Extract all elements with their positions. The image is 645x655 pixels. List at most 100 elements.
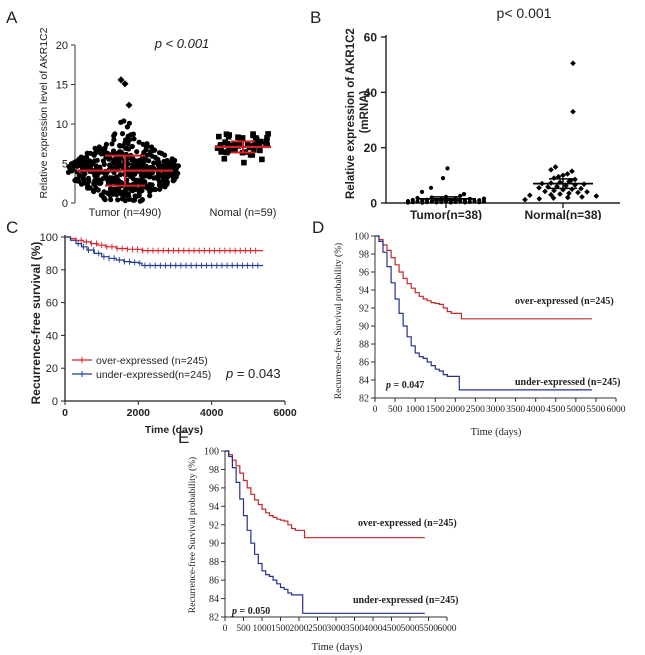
y-tick-label-b: 60 [364, 31, 378, 45]
panel-letter-a: A [6, 8, 18, 27]
y-tick-label-c: 0 [52, 396, 58, 408]
data-point-tumor [146, 158, 152, 164]
data-point-normal [566, 190, 572, 197]
data-point-normal [256, 142, 263, 149]
x-tick-label: 2500 [466, 405, 485, 415]
data-point-tumor [146, 185, 152, 191]
y-tick-label: 96 [209, 483, 219, 494]
legend-label: over-expressed (n=245) [96, 355, 208, 367]
x-tick-label-b: Tumor(n=38) [410, 208, 482, 220]
annotation-a: p < 0.001 [154, 36, 210, 51]
data-point-normal [579, 194, 585, 200]
x-tick-label: 0 [223, 624, 228, 634]
data-point-tumor [140, 161, 146, 167]
data-point-normal [560, 172, 566, 179]
x-tick-label: 4000 [526, 405, 545, 415]
legend-label: under-expressed(n=245) [96, 369, 211, 381]
data-point-normal [542, 188, 548, 195]
data-point-normal [526, 192, 533, 199]
data-point-normal [548, 191, 554, 198]
data-point-tumor [445, 166, 450, 171]
data-point-tumor [76, 156, 82, 162]
data-point-tumor [472, 199, 477, 204]
data-point-tumor [440, 176, 446, 181]
data-point-tumor [117, 189, 123, 195]
ylabel-c: Recurrence-free survival (%) [29, 242, 43, 405]
x-tick-label: 5500 [419, 624, 438, 634]
data-point-normal [578, 185, 584, 192]
survival-curve [65, 236, 263, 252]
y-tick-label: 98 [209, 465, 219, 476]
data-point-tumor [92, 173, 98, 179]
data-point-tumor [173, 165, 179, 171]
y-tick-label: 84 [359, 376, 369, 387]
data-point-tumor [131, 136, 137, 142]
data-point-normal [216, 133, 222, 140]
series-label: over-expressed (n=245) [358, 518, 457, 529]
y-tick-label: 96 [359, 268, 369, 279]
panel-letter-b: B [310, 8, 322, 27]
chart-panel-d: Recurrence-free Survival probability (%)… [333, 232, 626, 439]
data-point-tumor [95, 147, 101, 153]
data-point-tumor [108, 197, 114, 203]
data-point-tumor [149, 164, 155, 171]
x-tick-label: 3500 [506, 405, 525, 415]
outlier-point [117, 76, 125, 84]
data-point-tumor [115, 197, 121, 203]
data-point-tumor [419, 189, 425, 194]
data-point-normal [536, 195, 543, 202]
data-point-tumor [127, 173, 134, 179]
data-point-tumor [134, 149, 140, 155]
data-point-normal [550, 195, 557, 201]
data-point-tumor [107, 164, 114, 170]
series-label: under-expressed (n=245) [353, 595, 458, 606]
data-point-tumor [111, 149, 117, 155]
data-point-tumor [113, 174, 119, 180]
x-tick-label: 2500 [308, 624, 327, 634]
x-tick-label: 2000 [290, 624, 309, 634]
data-point-tumor [169, 156, 175, 162]
data-point-tumor [124, 138, 130, 144]
data-point-normal [258, 138, 264, 145]
series-label: over-expressed (n=245) [515, 296, 614, 307]
data-point-tumor [156, 150, 163, 156]
y-tick-label: 90 [359, 322, 369, 333]
y-tick-label: 100 [354, 232, 369, 243]
survival-curve [225, 450, 425, 614]
ylabel-e: Recurrence-free Survival probability (%) [187, 457, 198, 613]
p-value-annotation: p = 0.050 [231, 606, 270, 617]
data-point-tumor [74, 163, 80, 169]
panel-letter-d: D [312, 218, 325, 237]
data-point-tumor [152, 186, 158, 193]
data-point-tumor [428, 185, 434, 190]
data-point-tumor [84, 150, 90, 156]
data-point-tumor [85, 175, 92, 181]
data-point-normal [570, 108, 576, 115]
ylabel-b-line2: (mRNA) [359, 90, 371, 133]
x-tick-label: 1000 [253, 624, 272, 634]
data-point-normal [555, 173, 562, 180]
data-point-normal [237, 141, 243, 148]
data-point-tumor [102, 145, 108, 151]
x-tick-label: 1000 [406, 405, 425, 415]
data-point-tumor [144, 152, 150, 158]
y-tick-label-a: 15 [56, 80, 68, 92]
ylabel-b: Relative expression of AKR1C2 (mRNA) [345, 25, 371, 199]
data-point-tumor [91, 181, 97, 187]
data-point-normal [221, 156, 228, 162]
x-tick-label: 3500 [345, 624, 364, 634]
survival-curve [375, 235, 592, 391]
data-point-normal [253, 135, 259, 141]
outlier-point [125, 101, 133, 109]
data-point-normal [263, 141, 269, 147]
y-tick-label: 98 [359, 250, 369, 261]
annotation-b: p< 0.001 [497, 5, 552, 21]
data-point-tumor [155, 162, 161, 168]
data-point-tumor [165, 161, 171, 167]
data-point-tumor [467, 199, 472, 204]
data-point-normal [536, 184, 542, 191]
data-point-normal [570, 60, 576, 67]
x-tick-label: 500 [236, 624, 251, 634]
data-point-tumor [147, 193, 153, 199]
data-point-tumor [123, 186, 129, 192]
